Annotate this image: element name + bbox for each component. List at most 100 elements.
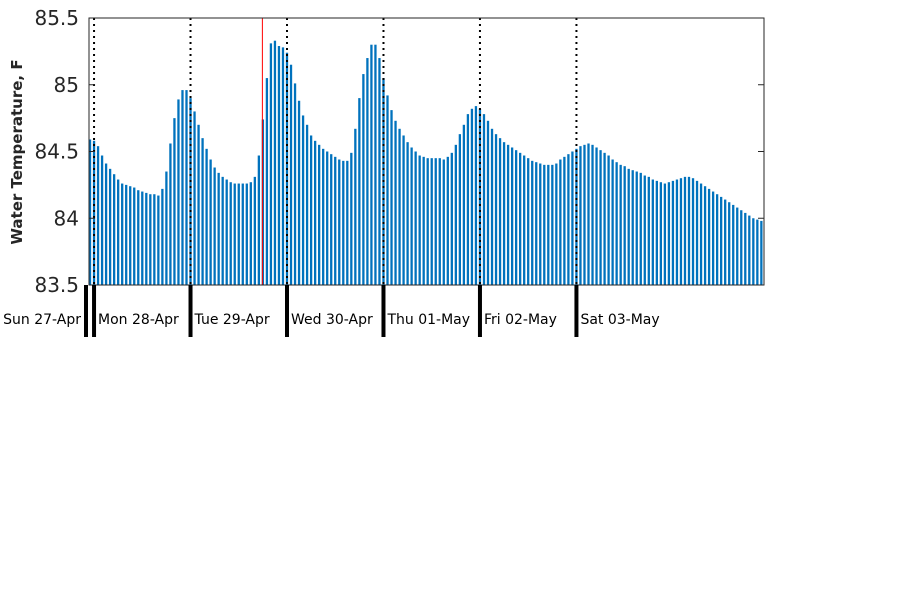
bar	[595, 147, 598, 285]
bar	[89, 139, 92, 285]
bar	[293, 83, 297, 285]
bar	[482, 114, 486, 286]
bar	[539, 163, 542, 285]
bar	[631, 170, 634, 285]
bar	[531, 160, 534, 285]
y-axis: 83.5 84 84.5 85 85.5	[34, 6, 764, 297]
bar	[346, 160, 349, 285]
day-label: Wed 30-Apr	[291, 312, 373, 328]
bar	[760, 220, 763, 285]
bar	[121, 183, 124, 285]
bar	[490, 128, 494, 285]
x-axis-day-labels: Sun 27-Apr Mon 28-Apr Tue 29-Apr Wed 30-Apr…	[3, 285, 660, 337]
bar	[309, 135, 313, 285]
bar	[153, 194, 156, 285]
bar	[104, 163, 108, 285]
day-label: Thu 01-May	[386, 312, 470, 328]
bar	[430, 158, 433, 285]
bar	[671, 180, 675, 285]
bar	[563, 156, 566, 285]
bar	[197, 124, 200, 285]
bar	[318, 144, 321, 285]
bar	[494, 134, 498, 285]
bar	[249, 182, 252, 285]
bar	[635, 171, 638, 285]
y-tick-label: 84.5	[34, 140, 79, 164]
bar	[627, 168, 630, 285]
bar	[732, 204, 735, 285]
bar	[96, 146, 100, 285]
bar	[169, 143, 172, 285]
day-label: Sun 27-Apr	[3, 312, 81, 328]
bar	[350, 152, 353, 285]
bar	[740, 210, 743, 285]
bar	[555, 163, 558, 285]
bar	[478, 108, 482, 285]
bar	[663, 183, 667, 285]
bar	[502, 142, 506, 285]
bar	[201, 138, 204, 285]
bar	[519, 152, 522, 285]
bar	[133, 187, 136, 285]
bar	[141, 191, 144, 285]
bar	[715, 194, 719, 285]
bar	[462, 124, 466, 285]
bar	[237, 183, 240, 285]
bar	[229, 182, 232, 285]
bar	[366, 58, 369, 285]
bar	[390, 110, 393, 285]
bar	[414, 151, 417, 285]
bar	[245, 183, 248, 285]
bar	[639, 172, 642, 285]
bar	[217, 172, 220, 285]
bar	[189, 98, 192, 285]
bar	[273, 40, 277, 286]
bar	[145, 192, 148, 285]
bar	[711, 191, 715, 285]
bar	[579, 146, 582, 285]
bar	[744, 212, 747, 285]
bar	[233, 183, 236, 285]
bar	[394, 120, 397, 285]
bar	[117, 179, 120, 285]
bar	[675, 179, 679, 285]
day-label: Fri 02-May	[484, 312, 557, 328]
bar	[703, 186, 707, 285]
bar	[193, 111, 196, 285]
bar	[591, 144, 594, 285]
bar	[611, 159, 614, 285]
bar	[313, 140, 317, 285]
bar	[221, 176, 224, 285]
bar	[406, 142, 409, 285]
y-tick-label: 83.5	[34, 273, 79, 297]
y-tick-label: 85.5	[34, 6, 79, 30]
bar	[523, 155, 526, 285]
bar	[205, 148, 208, 285]
bar	[374, 44, 377, 286]
bar	[720, 196, 723, 285]
bar	[619, 164, 622, 285]
bar	[442, 159, 445, 285]
bar	[305, 124, 309, 285]
bar	[386, 95, 389, 286]
bar	[125, 184, 128, 286]
bar	[587, 143, 590, 285]
bar	[241, 183, 244, 285]
bar	[470, 108, 474, 285]
bar	[474, 106, 478, 285]
bar	[297, 100, 301, 286]
bar	[370, 44, 373, 286]
bar	[728, 202, 731, 285]
bar	[92, 140, 96, 285]
bar	[358, 98, 361, 285]
bar	[342, 160, 345, 285]
bar	[498, 138, 502, 285]
bar	[736, 207, 739, 285]
bar	[289, 64, 293, 285]
y-axis-label: Water Temperature, F	[8, 59, 26, 244]
bar	[173, 118, 176, 286]
bar	[354, 128, 357, 285]
bar	[137, 190, 140, 285]
bar	[748, 215, 751, 285]
bar	[547, 164, 550, 285]
